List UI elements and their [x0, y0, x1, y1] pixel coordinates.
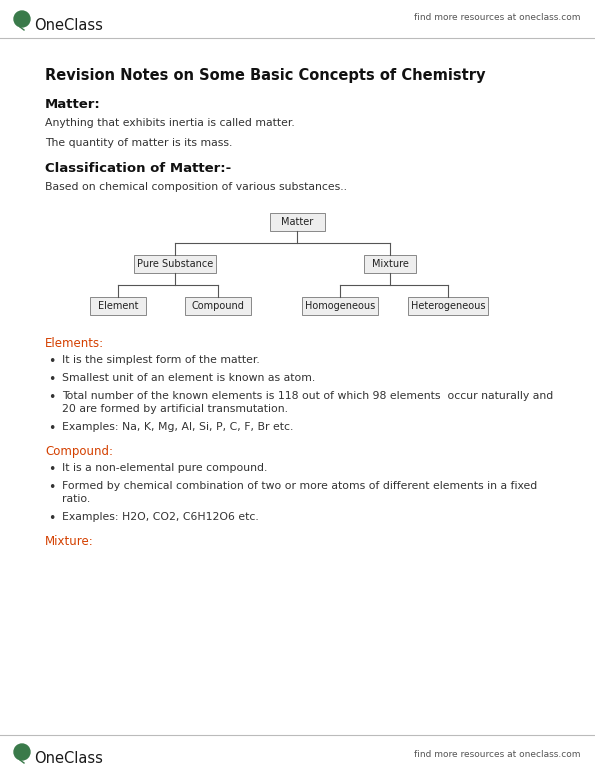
Text: Compound: Compound — [192, 301, 245, 311]
Text: Mixture:: Mixture: — [45, 535, 94, 548]
FancyBboxPatch shape — [302, 297, 378, 315]
Text: Revision Notes on Some Basic Concepts of Chemistry: Revision Notes on Some Basic Concepts of… — [45, 68, 486, 83]
Circle shape — [14, 744, 30, 760]
FancyBboxPatch shape — [134, 255, 216, 273]
Text: Heterogeneous: Heterogeneous — [411, 301, 486, 311]
Text: find more resources at oneclass.com: find more resources at oneclass.com — [414, 750, 580, 759]
Text: •: • — [48, 355, 56, 368]
Text: Matter: Matter — [281, 217, 313, 227]
Text: Examples: Na, K, Mg, Al, Si, P, C, F, Br etc.: Examples: Na, K, Mg, Al, Si, P, C, F, Br… — [62, 422, 293, 432]
Text: Anything that exhibits inertia is called matter.: Anything that exhibits inertia is called… — [45, 118, 295, 128]
Text: Elements:: Elements: — [45, 337, 104, 350]
Text: The quantity of matter is its mass.: The quantity of matter is its mass. — [45, 138, 233, 148]
FancyBboxPatch shape — [90, 297, 146, 315]
FancyBboxPatch shape — [408, 297, 488, 315]
Text: OneClass: OneClass — [34, 18, 103, 33]
Text: Examples: H2O, CO2, C6H12O6 etc.: Examples: H2O, CO2, C6H12O6 etc. — [62, 512, 259, 522]
Text: Total number of the known elements is 118 out of which 98 elements  occur natura: Total number of the known elements is 11… — [62, 391, 553, 401]
FancyBboxPatch shape — [185, 297, 251, 315]
Text: Based on chemical composition of various substances..: Based on chemical composition of various… — [45, 182, 347, 192]
Text: •: • — [48, 391, 56, 404]
Text: •: • — [48, 373, 56, 386]
Text: It is the simplest form of the matter.: It is the simplest form of the matter. — [62, 355, 260, 365]
FancyBboxPatch shape — [270, 213, 324, 231]
Text: Classification of Matter:-: Classification of Matter:- — [45, 162, 231, 175]
Text: •: • — [48, 481, 56, 494]
Text: find more resources at oneclass.com: find more resources at oneclass.com — [414, 13, 580, 22]
Text: Homogeneous: Homogeneous — [305, 301, 375, 311]
Text: •: • — [48, 422, 56, 435]
FancyBboxPatch shape — [364, 255, 416, 273]
Circle shape — [14, 11, 30, 27]
Text: Compound:: Compound: — [45, 445, 113, 458]
Text: •: • — [48, 463, 56, 476]
Text: Smallest unit of an element is known as atom.: Smallest unit of an element is known as … — [62, 373, 315, 383]
Text: Matter:: Matter: — [45, 98, 101, 111]
Text: 20 are formed by artificial transmutation.: 20 are formed by artificial transmutatio… — [62, 404, 288, 414]
Text: Formed by chemical combination of two or more atoms of different elements in a f: Formed by chemical combination of two or… — [62, 481, 537, 491]
Text: Element: Element — [98, 301, 138, 311]
Text: It is a non-elemental pure compound.: It is a non-elemental pure compound. — [62, 463, 267, 473]
Text: OneClass: OneClass — [34, 751, 103, 766]
Text: •: • — [48, 512, 56, 525]
Text: Pure Substance: Pure Substance — [137, 259, 213, 269]
Text: Mixture: Mixture — [371, 259, 408, 269]
Text: ratio.: ratio. — [62, 494, 90, 504]
